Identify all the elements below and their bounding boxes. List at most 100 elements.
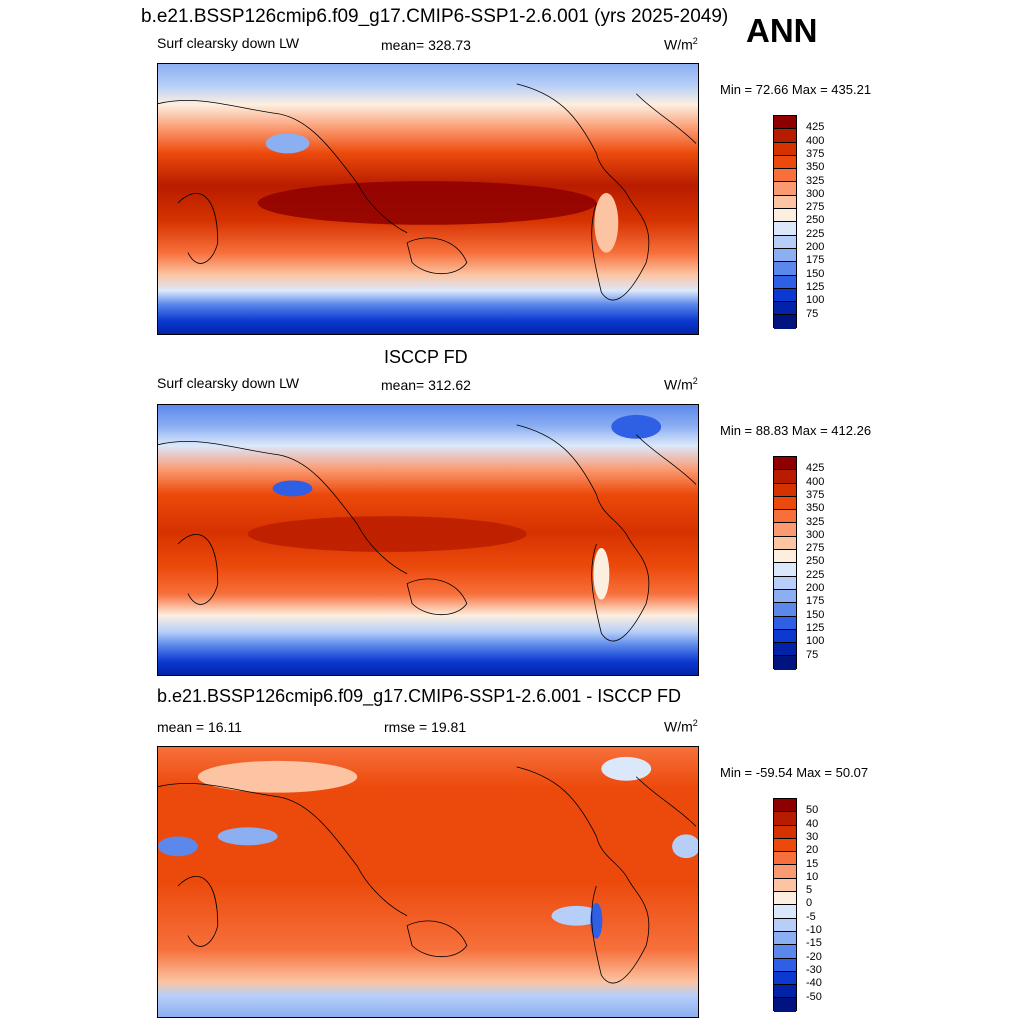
panel1-map-svg bbox=[158, 64, 698, 334]
panel1-colorbar-box bbox=[774, 262, 796, 275]
panel1-colorbar-box bbox=[774, 289, 796, 302]
panel1-colorbar-tick-label: 175 bbox=[806, 254, 824, 266]
panel2-mean-label: mean= 312.62 bbox=[381, 377, 471, 393]
panel2-warm-pool bbox=[248, 516, 527, 552]
panel3-colorbar-box bbox=[774, 879, 796, 892]
panel3-map bbox=[157, 746, 699, 1018]
panel3-colorbar-box bbox=[774, 998, 796, 1011]
panel1-colorbar-tick-label: 425 bbox=[806, 121, 824, 133]
panel3-mean-label: mean = 16.11 bbox=[157, 719, 242, 735]
panel3-greenland-anom bbox=[601, 757, 651, 781]
panel2-colorbar-box bbox=[774, 484, 796, 497]
panel3-colorbar-tick-label: 20 bbox=[806, 844, 818, 856]
panel3-colorbar-tick-label: -20 bbox=[806, 951, 822, 963]
panel1-colorbar-tick-label: 350 bbox=[806, 161, 824, 173]
panel1-colorbar-box bbox=[774, 249, 796, 262]
panel3-colorbar-tick-label: 50 bbox=[806, 804, 818, 816]
panel3-colorbar-box bbox=[774, 839, 796, 852]
panel1-colorbar-box bbox=[774, 222, 796, 235]
panel3-colorbar-tick-label: -50 bbox=[806, 991, 822, 1003]
panel3-colorbar-tick-label: 0 bbox=[806, 897, 812, 909]
panel3-colorbar-box bbox=[774, 985, 796, 998]
panel3-colorbar-tick-label: 5 bbox=[806, 884, 812, 896]
panel1-colorbar-box bbox=[774, 116, 796, 129]
panel3-colorbar-box bbox=[774, 799, 796, 812]
panel2-units: W/m2 bbox=[664, 376, 698, 393]
panel3-colorbar-box bbox=[774, 959, 796, 972]
panel1-map bbox=[157, 63, 699, 335]
season-label: ANN bbox=[746, 12, 818, 50]
panel2-colorbar-tick-label: 175 bbox=[806, 595, 824, 607]
panel3-minmax: Min = -59.54 Max = 50.07 bbox=[720, 765, 868, 780]
panel1-colorbar-box bbox=[774, 236, 796, 249]
panel2-colorbar-box bbox=[774, 590, 796, 603]
panel1-colorbar-tick-label: 100 bbox=[806, 294, 824, 306]
panel2-colorbar-box bbox=[774, 457, 796, 470]
panel3-colorbar-box bbox=[774, 972, 796, 985]
panel3-sahara-anom bbox=[158, 836, 198, 856]
panel3-colorbar-box bbox=[774, 945, 796, 958]
panel1-colorbar-tick-label: 200 bbox=[806, 241, 824, 253]
panel3-title: b.e21.BSSP126cmip6.f09_g17.CMIP6-SSP1-2.… bbox=[157, 686, 681, 707]
panel2-andes-low bbox=[593, 548, 609, 600]
panel1-colorbar-tick-label: 150 bbox=[806, 268, 824, 280]
panel1-colorbar-tick-label: 75 bbox=[806, 308, 818, 320]
panel2-colorbar-tick-label: 350 bbox=[806, 502, 824, 514]
panel3-colorbar-tick-label: 30 bbox=[806, 831, 818, 843]
panel3-colorbar-tick-label: -30 bbox=[806, 964, 822, 976]
panel2-colorbar-box bbox=[774, 563, 796, 576]
panel2-variable-label: Surf clearsky down LW bbox=[157, 375, 299, 391]
panel1-colorbar-tick-label: 225 bbox=[806, 228, 824, 240]
panel2-colorbar-box bbox=[774, 630, 796, 643]
panel1-units: W/m2 bbox=[664, 36, 698, 53]
panel2-colorbar-tick-label: 150 bbox=[806, 609, 824, 621]
panel1-colorbar-tick-label: 325 bbox=[806, 175, 824, 187]
panel2-colorbar-tick-label: 125 bbox=[806, 622, 824, 634]
panel1-colorbar-box bbox=[774, 182, 796, 195]
panel2-colorbar-tick-label: 225 bbox=[806, 569, 824, 581]
panel3-colorbar bbox=[773, 798, 797, 1011]
panel1-colorbar-box bbox=[774, 302, 796, 315]
panel3-colorbar-tick-label: -15 bbox=[806, 937, 822, 949]
panel3-colorbar-box bbox=[774, 892, 796, 905]
panel2-colorbar-tick-label: 300 bbox=[806, 529, 824, 541]
panel2-colorbar-box bbox=[774, 643, 796, 656]
panel3-colorbar-tick-label: -5 bbox=[806, 911, 816, 923]
panel1-colorbar-tick-label: 125 bbox=[806, 281, 824, 293]
panel3-colorbar-tick-label: 10 bbox=[806, 871, 818, 883]
panel2-colorbar-box bbox=[774, 550, 796, 563]
panel3-colorbar-box bbox=[774, 919, 796, 932]
panel1-colorbar-box bbox=[774, 143, 796, 156]
panel3-eurasia-anom bbox=[198, 761, 357, 793]
panel2-colorbar-tick-label: 425 bbox=[806, 462, 824, 474]
panel1-colorbar-box bbox=[774, 156, 796, 169]
panel3-tibet-anom bbox=[218, 827, 278, 845]
panel1-colorbar-box bbox=[774, 209, 796, 222]
panel2-colorbar-box bbox=[774, 537, 796, 550]
panel2-colorbar-box bbox=[774, 656, 796, 669]
panel2-colorbar-tick-label: 275 bbox=[806, 542, 824, 554]
panel1-andes-low bbox=[594, 193, 618, 253]
panel3-colorbar-box bbox=[774, 852, 796, 865]
panel1-warm-pool bbox=[258, 181, 597, 225]
panel2-map-svg bbox=[158, 405, 698, 675]
panel3-colorbar-box bbox=[774, 865, 796, 878]
panel1-colorbar-tick-label: 250 bbox=[806, 214, 824, 226]
panel1-minmax: Min = 72.66 Max = 435.21 bbox=[720, 82, 871, 97]
panel2-colorbar-box bbox=[774, 577, 796, 590]
panel3-map-svg bbox=[158, 747, 698, 1017]
panel2-colorbar-box bbox=[774, 510, 796, 523]
panel2-colorbar-box bbox=[774, 470, 796, 483]
panel2-colorbar-tick-label: 200 bbox=[806, 582, 824, 594]
panel2-colorbar-tick-label: 75 bbox=[806, 649, 818, 661]
panel2-colorbar-box bbox=[774, 497, 796, 510]
panel1-colorbar bbox=[773, 115, 797, 328]
panel1-colorbar-box bbox=[774, 169, 796, 182]
panel3-colorbar-box bbox=[774, 812, 796, 825]
panel3-colorbar-tick-label: -40 bbox=[806, 977, 822, 989]
panel1-tibet-low bbox=[266, 133, 310, 153]
panel1-colorbar-tick-label: 375 bbox=[806, 148, 824, 160]
panel1-colorbar-tick-label: 275 bbox=[806, 201, 824, 213]
panel2-colorbar-tick-label: 100 bbox=[806, 635, 824, 647]
panel2-colorbar bbox=[773, 456, 797, 669]
